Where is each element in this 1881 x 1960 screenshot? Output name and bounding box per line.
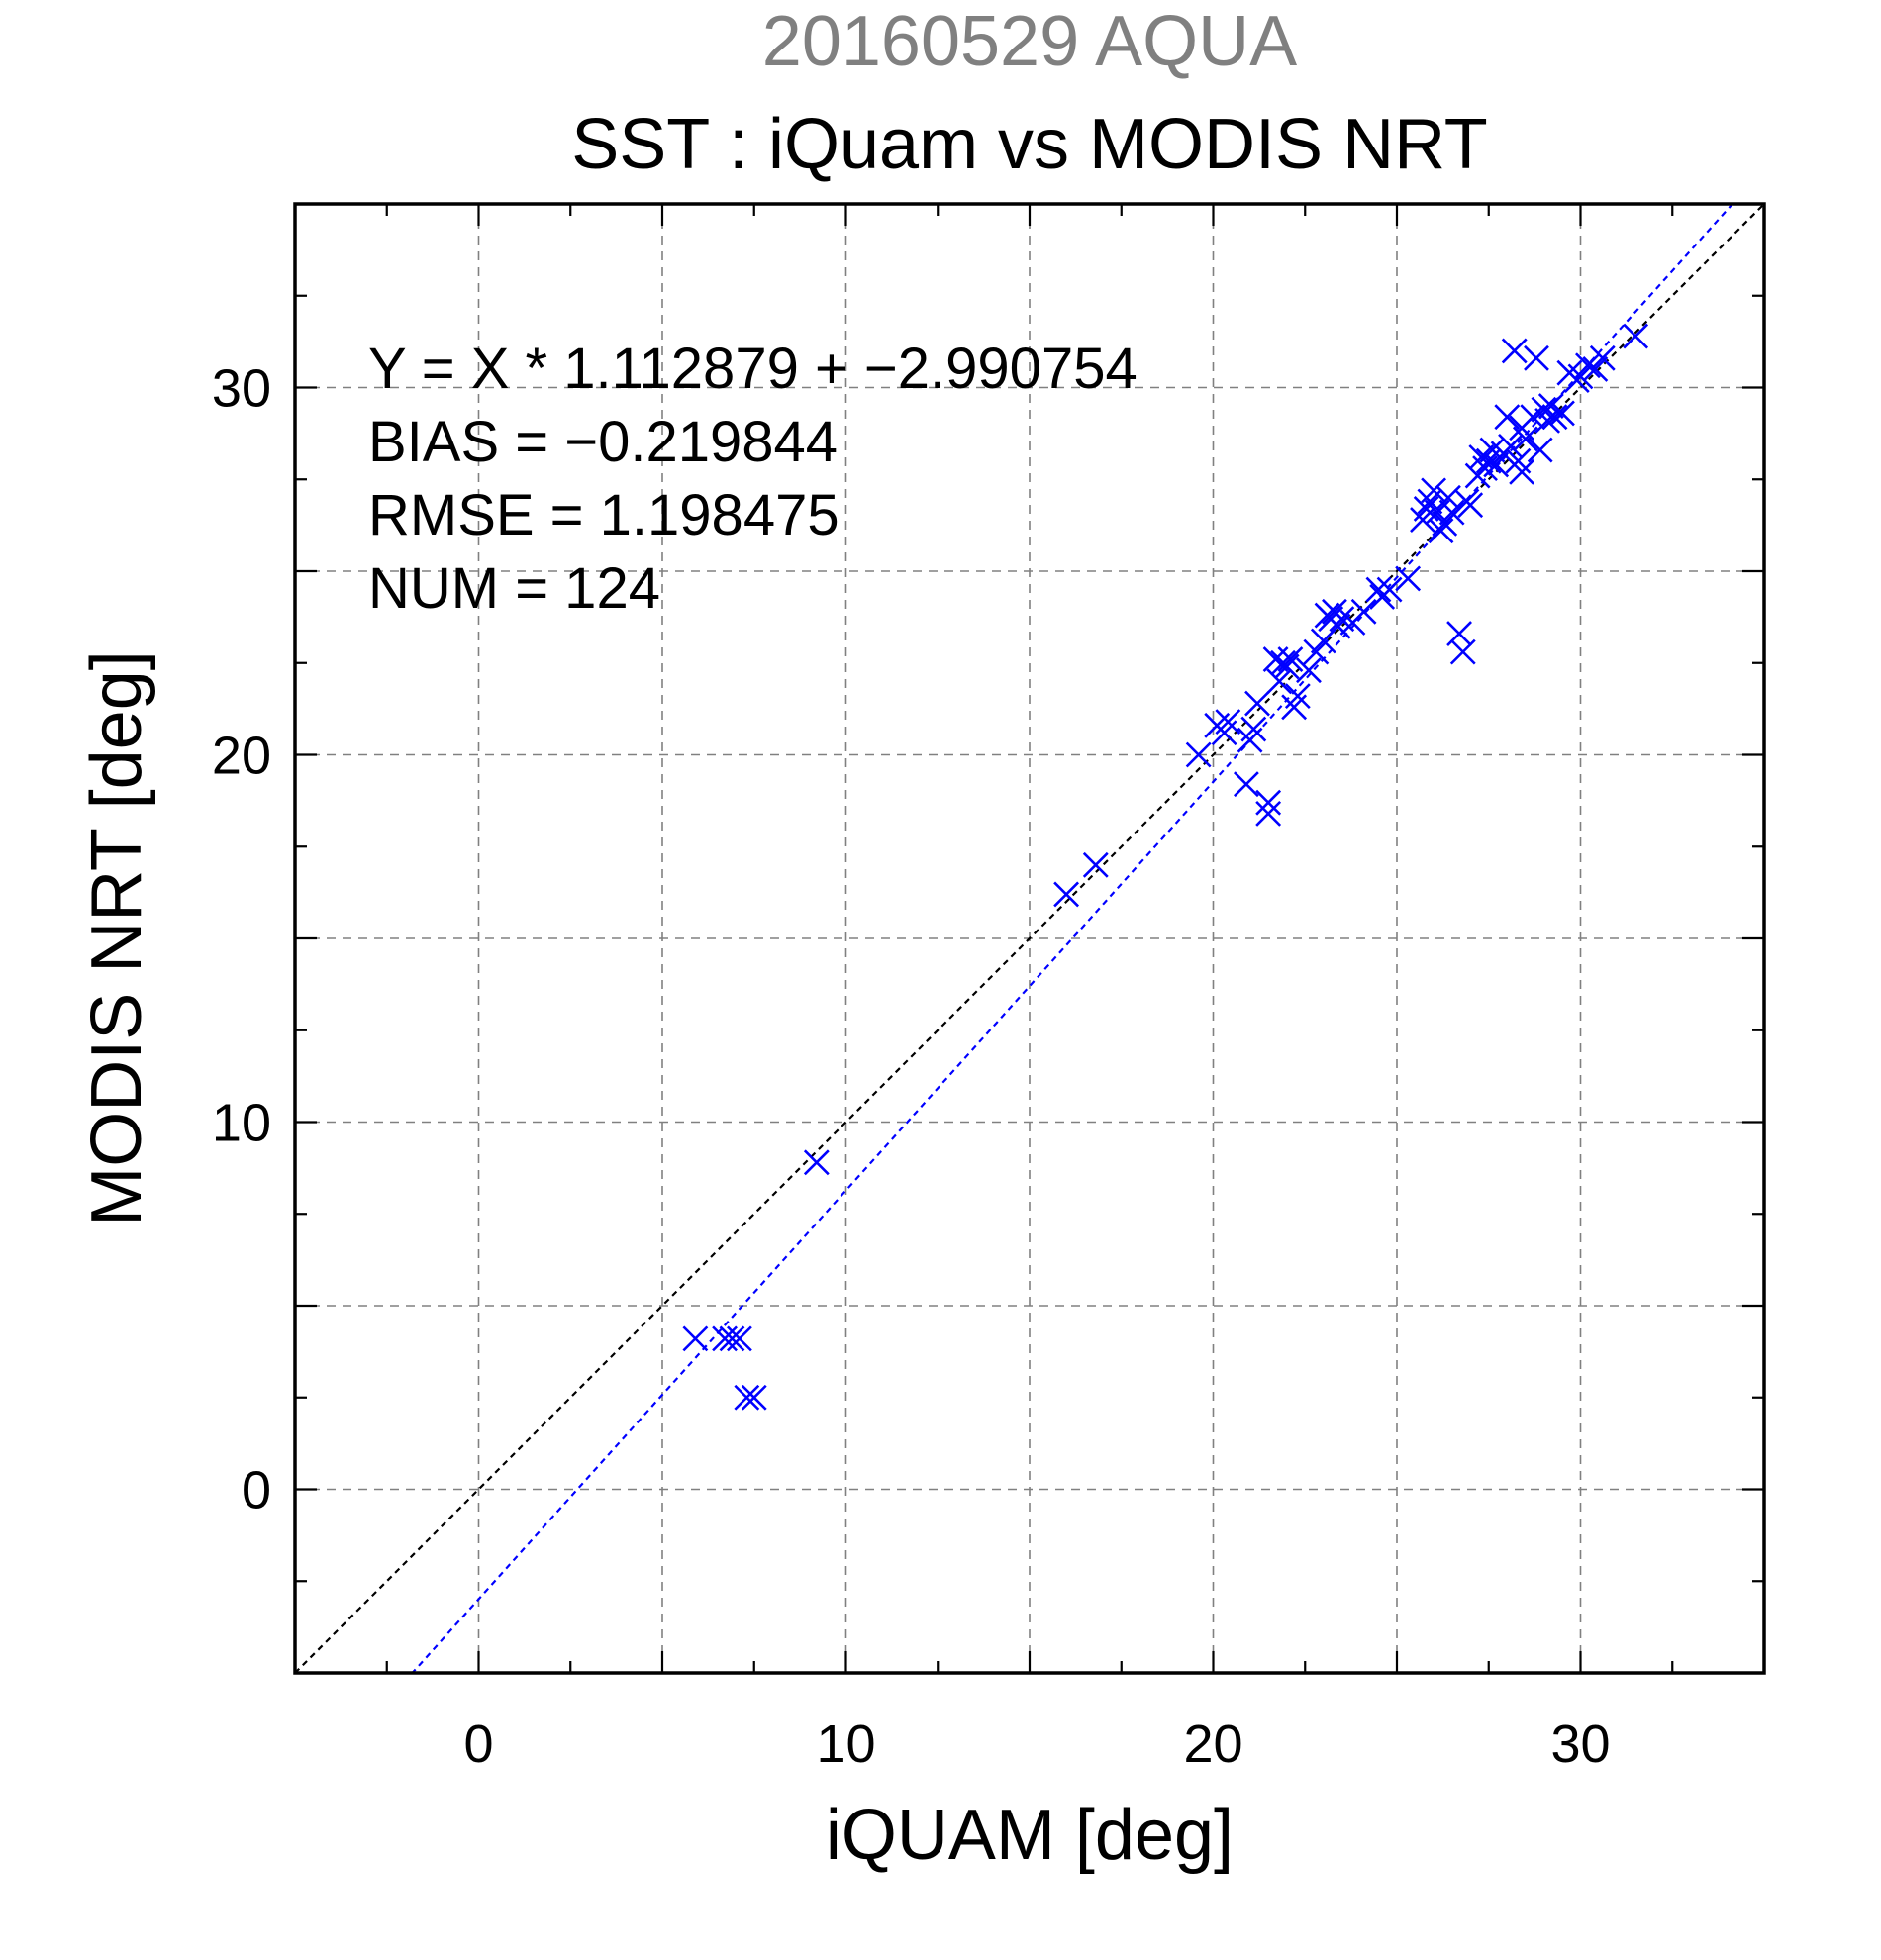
data-point xyxy=(1498,433,1524,459)
data-point xyxy=(1428,518,1454,544)
data-point xyxy=(1541,404,1568,431)
plot-frame xyxy=(293,202,1766,1675)
data-point xyxy=(1494,404,1521,431)
data-point xyxy=(1255,789,1282,816)
annotation-line: RMSE = 1.198475 xyxy=(368,483,840,547)
data-point xyxy=(1240,716,1267,742)
data-point xyxy=(1582,356,1609,382)
data-point xyxy=(1589,344,1616,371)
y-axis-label: MODIS NRT [deg] xyxy=(77,650,156,1226)
regression-line xyxy=(411,204,1734,1673)
data-point xyxy=(1255,800,1282,827)
data-point xyxy=(1623,323,1649,349)
data-point xyxy=(1575,352,1601,379)
grid-lines xyxy=(295,204,1764,1673)
data-point xyxy=(734,1384,760,1411)
annotation-line: Y = X * 1.112879 + −2.990754 xyxy=(368,337,1138,401)
data-point xyxy=(1421,477,1447,504)
fit-statistics: Y = X * 1.112879 + −2.990754 BIAS = −0.21… xyxy=(368,337,1138,621)
data-points xyxy=(682,323,1649,1411)
data-point xyxy=(1277,646,1304,672)
data-point xyxy=(1524,344,1549,371)
data-point xyxy=(1449,638,1476,665)
data-point xyxy=(682,1325,709,1352)
data-point xyxy=(1567,363,1594,390)
data-point xyxy=(1365,576,1392,603)
data-point xyxy=(1185,741,1212,768)
chart-title: SST : iQuam vs MODIS NRT xyxy=(571,105,1488,184)
data-point xyxy=(726,1325,752,1352)
y-tick-label: 30 xyxy=(212,359,271,419)
data-point xyxy=(1325,613,1351,639)
data-point xyxy=(1512,426,1538,452)
data-point xyxy=(1053,881,1080,908)
data-point xyxy=(1350,598,1377,625)
y-tick-label: 20 xyxy=(212,727,271,786)
x-tick-label: 10 xyxy=(816,1715,875,1774)
data-point xyxy=(803,1149,830,1176)
data-point xyxy=(1501,338,1528,364)
tick-labels: 0 10 20 30 0 10 20 30 xyxy=(212,359,1611,1775)
data-point xyxy=(1244,690,1270,717)
data-point xyxy=(1534,407,1561,434)
data-point xyxy=(1520,404,1546,431)
data-point xyxy=(1432,510,1458,537)
header-date-sensor: 20160529 AQUA xyxy=(762,2,1297,81)
data-point xyxy=(1438,499,1465,526)
reference-lines xyxy=(295,204,1764,1673)
data-point xyxy=(1303,638,1330,665)
y-tick-label: 10 xyxy=(212,1094,271,1153)
y-tick-label: 0 xyxy=(242,1461,271,1520)
data-point xyxy=(1215,709,1241,735)
data-point xyxy=(1273,653,1300,680)
data-point xyxy=(1233,771,1259,798)
x-tick-label: 0 xyxy=(463,1715,493,1774)
data-point xyxy=(1457,492,1484,519)
data-point xyxy=(1509,458,1535,485)
x-tick-label: 20 xyxy=(1183,1715,1242,1774)
annotation-line: NUM = 124 xyxy=(368,556,660,621)
data-point xyxy=(719,1325,745,1352)
data-point xyxy=(1395,565,1422,592)
annotation-line: BIAS = −0.219844 xyxy=(368,410,838,474)
x-tick-label: 30 xyxy=(1550,1715,1610,1774)
data-point xyxy=(1296,657,1322,684)
x-axis-label: iQUAM [deg] xyxy=(826,1796,1234,1875)
data-point xyxy=(1376,576,1403,603)
data-point xyxy=(1082,851,1109,878)
data-point xyxy=(1549,400,1575,427)
data-point xyxy=(1483,451,1510,478)
data-point xyxy=(1284,683,1311,710)
data-point xyxy=(1446,621,1472,646)
data-point xyxy=(741,1384,767,1411)
data-point xyxy=(1527,437,1553,463)
identity-line xyxy=(295,204,1764,1673)
